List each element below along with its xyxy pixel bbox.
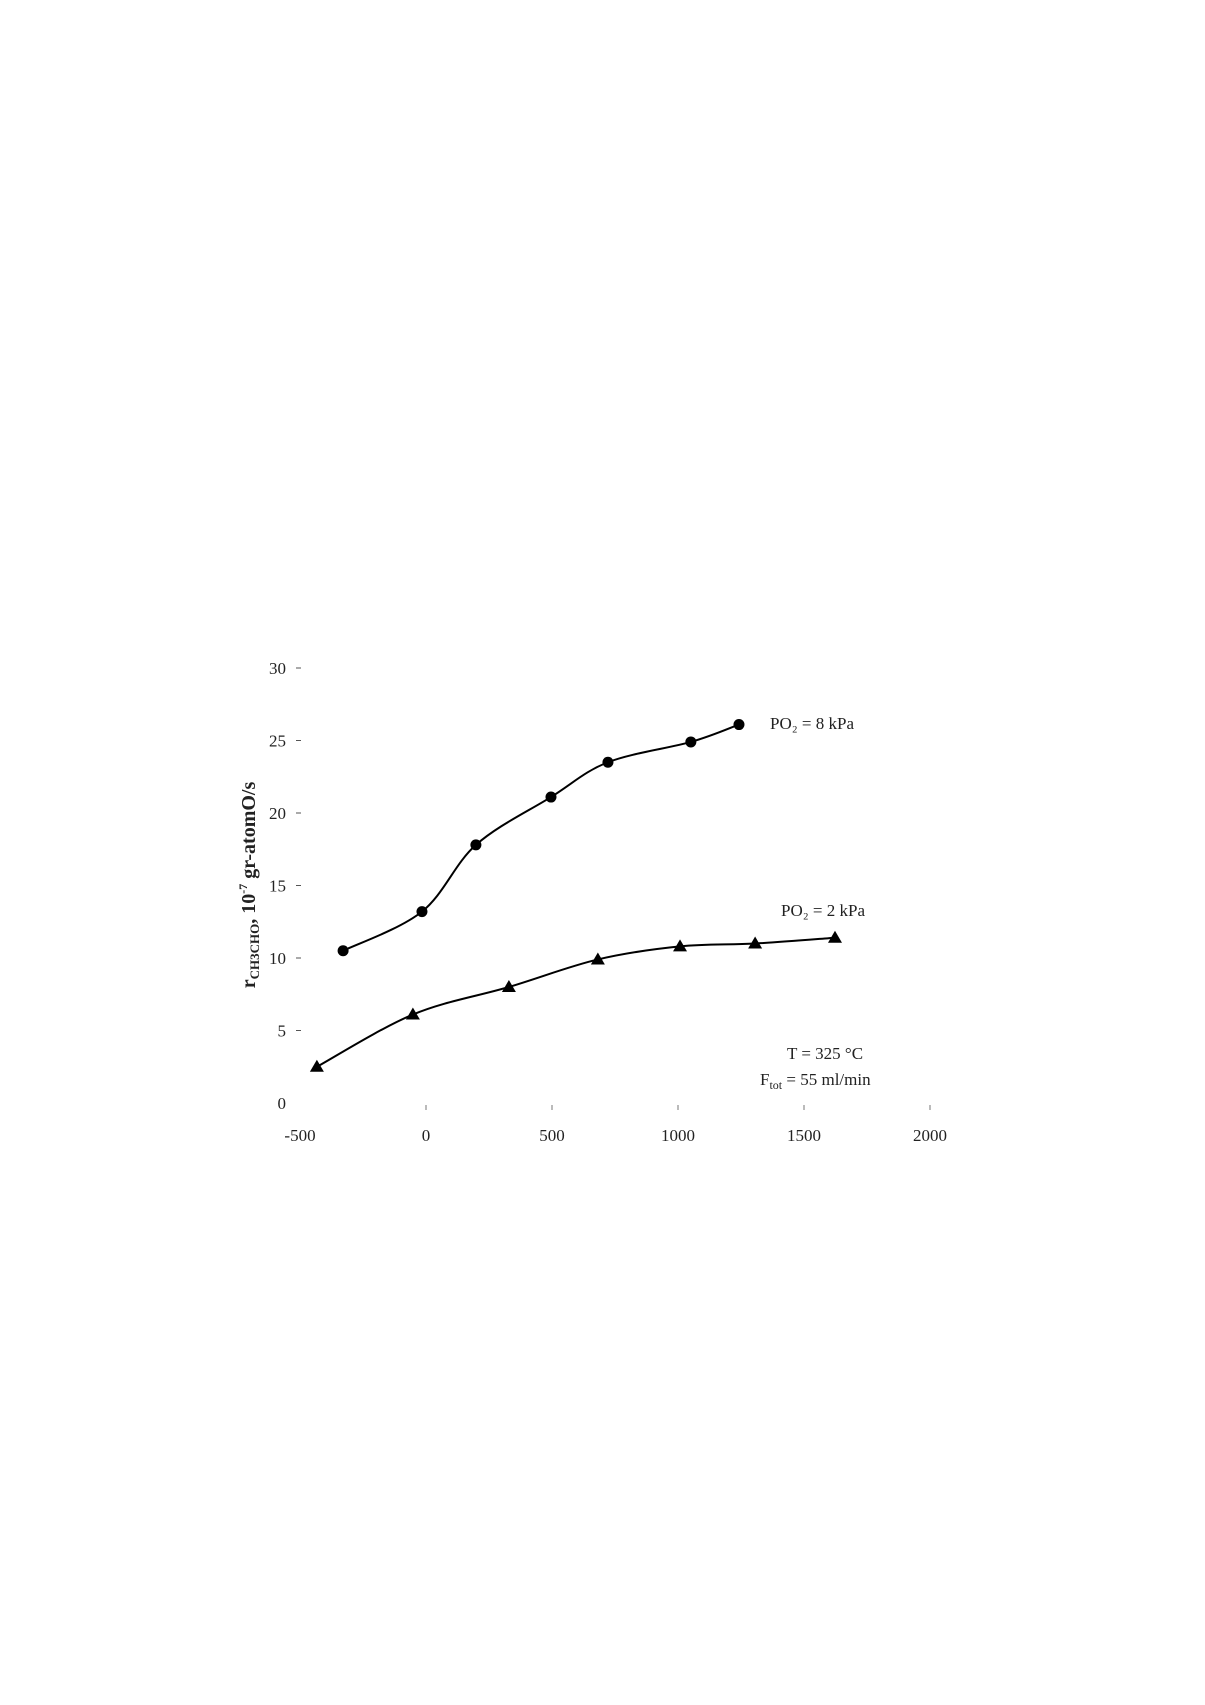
y-label-part: , 10 xyxy=(238,894,260,924)
x-tick-label: 0 xyxy=(422,1126,431,1145)
annotation: T = 325 °C xyxy=(787,1044,863,1063)
point xyxy=(405,1007,420,1020)
point xyxy=(337,945,349,957)
y-axis-label: rCH3CHO, 10-7 gr-atomO/s xyxy=(236,782,262,989)
point xyxy=(470,839,482,851)
point xyxy=(545,791,557,803)
point xyxy=(685,736,697,748)
point xyxy=(501,980,516,992)
x-tick-label: 500 xyxy=(539,1126,565,1145)
series-label: PO₂ = 2 kPa xyxy=(781,901,865,920)
point xyxy=(602,756,614,768)
y-tick-label: 30 xyxy=(269,659,286,678)
point xyxy=(590,952,605,965)
point xyxy=(733,719,745,731)
annotation-part: F xyxy=(760,1070,769,1089)
series-label: PO₂ = 8 kPa xyxy=(770,714,854,733)
point xyxy=(416,906,428,918)
annotation-part: = 55 ml/min xyxy=(782,1070,871,1089)
x-tick-label: 2000 xyxy=(913,1126,947,1145)
y-tick-label: 20 xyxy=(269,804,286,823)
point xyxy=(673,939,688,952)
y-tick-label: 15 xyxy=(269,877,286,896)
y-label-sub: CH3CHO xyxy=(247,924,262,980)
point xyxy=(827,930,842,943)
point xyxy=(748,936,763,949)
y-label-sup: -7 xyxy=(236,884,250,894)
y-tick-label: 25 xyxy=(269,732,286,751)
series-line xyxy=(342,723,740,952)
y-label-part: r xyxy=(238,979,260,988)
y-label-part: gr-atomO/s xyxy=(238,782,260,884)
y-tick-label: 0 xyxy=(278,1094,287,1113)
point xyxy=(309,1059,324,1072)
annotation: Ftot = 55 ml/min xyxy=(760,1070,871,1092)
x-tick-label: 1000 xyxy=(661,1126,695,1145)
series-line xyxy=(316,936,836,1068)
annotation-sub: tot xyxy=(769,1078,782,1092)
x-tick-label: -500 xyxy=(284,1126,315,1145)
y-tick-label: 10 xyxy=(269,949,286,968)
x-tick-label: 1500 xyxy=(787,1126,821,1145)
y-tick-label: 5 xyxy=(278,1022,287,1041)
